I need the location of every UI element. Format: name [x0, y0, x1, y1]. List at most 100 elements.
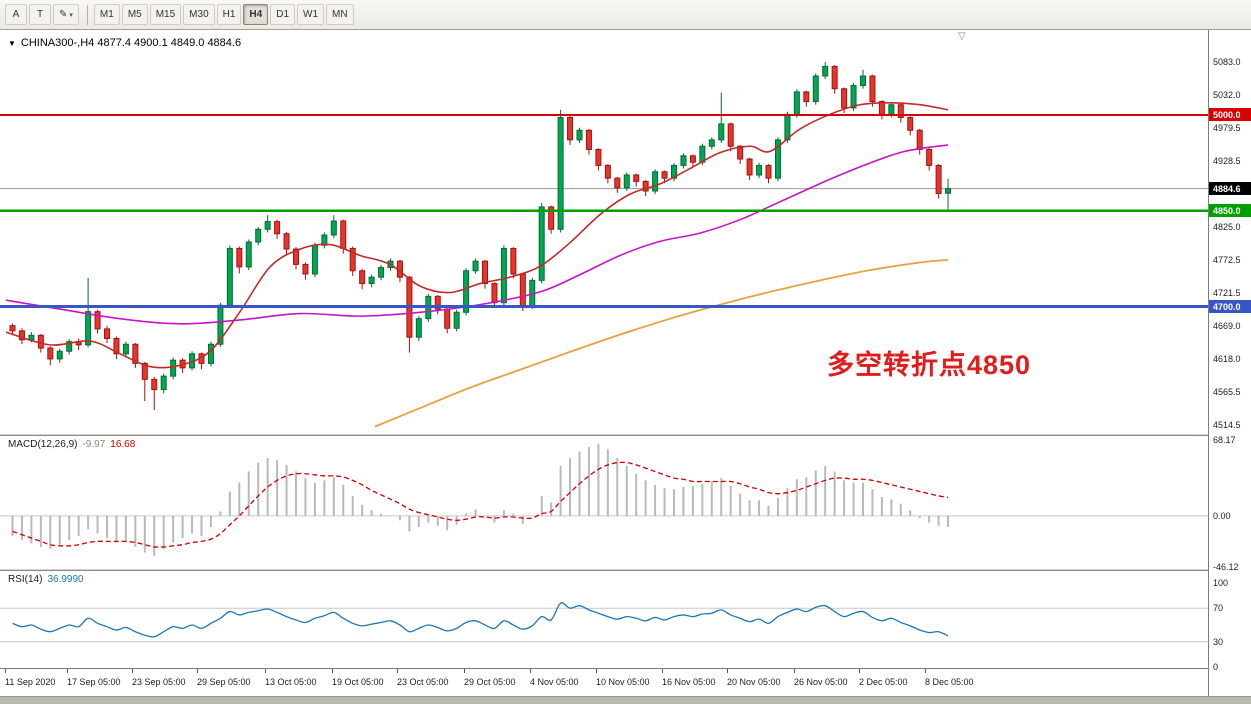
time-tick — [132, 669, 133, 673]
time-tick — [596, 669, 597, 673]
time-tick — [662, 669, 663, 673]
price-tag-4850.0: 4850.0 — [1209, 204, 1251, 218]
timeframe-button-m1[interactable]: M1 — [93, 4, 120, 25]
text-tool-button[interactable]: T — [29, 4, 51, 25]
rsi-axis-label: 70 — [1213, 603, 1224, 614]
price-axis-label: 4979.5 — [1213, 123, 1241, 134]
chart-shift-marker[interactable]: ▽ — [958, 31, 966, 42]
ma-orange-line — [374, 259, 949, 428]
candlestick-series — [9, 61, 952, 411]
macd-canvas[interactable] — [0, 436, 1208, 568]
rsi-value: 36.9990 — [47, 574, 84, 585]
time-tick — [67, 669, 68, 673]
price-axis[interactable]: 5083.0 5032.0 4979.5 4928.5 4825.0 4772.5 4721… — [1208, 30, 1251, 704]
time-tick — [265, 669, 266, 673]
macd-name: MACD(12,26,9) — [8, 439, 78, 450]
price-tag-4700.0: 4700.0 — [1209, 300, 1251, 314]
macd-axis-label: -46.12 — [1213, 562, 1239, 573]
time-axis-label: 4 Nov 05:00 — [530, 677, 579, 687]
panel-divider[interactable] — [0, 433, 1251, 436]
time-axis-label: 8 Dec 05:00 — [925, 677, 974, 687]
rsi-panel: RSI(14) 36.9990 — [0, 571, 1208, 668]
current-price-tag: 4884.6 — [1209, 182, 1251, 196]
time-tick — [859, 669, 860, 673]
price-axis-label: 4565.5 — [1213, 387, 1241, 398]
timeframe-button-h1[interactable]: H1 — [216, 4, 242, 25]
drawing-tools-group: A T ✎ ▾ — [5, 4, 81, 25]
time-axis-label: 23 Oct 05:00 — [397, 677, 449, 687]
macd-panel: MACD(12,26,9) -9.97 16.68 — [0, 436, 1208, 568]
price-axis-label: 4618.0 — [1213, 353, 1241, 364]
rsi-label: RSI(14) 36.9990 — [8, 574, 89, 585]
price-tag-5000.0: 5000.0 — [1209, 108, 1251, 122]
timeframe-button-m15[interactable]: M15 — [149, 4, 182, 25]
price-axis-label: 5083.0 — [1213, 56, 1241, 67]
price-axis-label: 4669.0 — [1213, 321, 1241, 332]
time-axis-label: 29 Oct 05:00 — [464, 677, 516, 687]
time-axis-label: 17 Sep 05:00 — [67, 677, 121, 687]
main-chart-canvas[interactable] — [0, 30, 1208, 433]
time-axis-label: 13 Oct 05:00 — [265, 677, 317, 687]
timeframe-button-m5[interactable]: M5 — [121, 4, 148, 25]
price-axis-label: 4514.5 — [1213, 420, 1241, 431]
timeframe-button-m30[interactable]: M30 — [183, 4, 215, 25]
rsi-axis-label: 30 — [1213, 636, 1224, 647]
time-axis-label: 29 Sep 05:00 — [197, 677, 251, 687]
time-tick — [332, 669, 333, 673]
arrow-tool-button[interactable]: A — [5, 4, 27, 25]
toolbar: A T ✎ ▾ M1 M5 M15 M30 H1 H4 D1 W1 MN — [0, 0, 1251, 30]
chart-menu-triangle-icon: ▼ — [8, 38, 16, 48]
price-axis-label: 4721.5 — [1213, 287, 1241, 298]
ma-magenta-line — [5, 144, 949, 325]
time-axis-label: 10 Nov 05:00 — [596, 677, 650, 687]
main-chart-panel: ▼ CHINA300-,H4 4877.4 4900.1 4849.0 4884… — [0, 30, 1208, 433]
price-axis-label: 4825.0 — [1213, 221, 1241, 232]
annotation-text[interactable]: 多空转折点4850 — [827, 350, 1032, 380]
rsi-axis-label: 100 — [1213, 578, 1229, 588]
macd-axis-label: 68.17 — [1213, 435, 1236, 446]
timeframe-button-d1[interactable]: D1 — [270, 4, 296, 25]
time-tick — [530, 669, 531, 673]
panel-divider[interactable] — [0, 568, 1251, 571]
time-axis-label: 19 Oct 05:00 — [332, 677, 384, 687]
time-axis-label: 16 Nov 05:00 — [662, 677, 716, 687]
rsi-line — [12, 602, 949, 638]
price-axis-label: 4928.5 — [1213, 155, 1241, 166]
macd-signal-value: 16.68 — [110, 439, 136, 450]
timeframe-button-h4[interactable]: H4 — [243, 4, 269, 25]
price-axis-label: 4772.5 — [1213, 255, 1241, 266]
rsi-name: RSI(14) — [8, 574, 43, 585]
macd-histogram — [11, 443, 950, 556]
time-tick — [925, 669, 926, 673]
time-tick — [197, 669, 198, 673]
time-axis-separator — [0, 668, 1251, 669]
rsi-axis-label: 0 — [1213, 662, 1219, 672]
dropdown-arrow-icon: ▾ — [69, 11, 73, 19]
timeframe-buttons-group: M1 M5 M15 M30 H1 H4 D1 W1 MN — [93, 4, 356, 25]
timeframe-button-w1[interactable]: W1 — [297, 4, 325, 25]
status-strip — [0, 696, 1251, 704]
time-tick — [397, 669, 398, 673]
macd-value: -9.97 — [82, 439, 106, 450]
macd-signal-line — [12, 461, 949, 548]
macd-axis-label: 0.00 — [1213, 510, 1231, 521]
time-axis-label: 20 Nov 05:00 — [727, 677, 781, 687]
time-axis-label: 26 Nov 05:00 — [794, 677, 848, 687]
price-axis-label: 5032.0 — [1213, 89, 1241, 100]
rsi-canvas[interactable] — [0, 571, 1208, 668]
time-tick — [727, 669, 728, 673]
time-tick — [5, 669, 6, 673]
macd-label: MACD(12,26,9) -9.97 16.68 — [8, 439, 140, 450]
time-tick — [464, 669, 465, 673]
ma-red-line — [5, 102, 949, 369]
time-tick — [794, 669, 795, 673]
time-axis-label: 23 Sep 05:00 — [132, 677, 186, 687]
chart-title[interactable]: ▼ CHINA300-,H4 4877.4 4900.1 4849.0 4884… — [8, 37, 241, 49]
chart-title-text: CHINA300-,H4 4877.4 4900.1 4849.0 4884.6 — [20, 37, 242, 49]
time-axis-label: 2 Dec 05:00 — [859, 677, 908, 687]
timeframe-button-mn[interactable]: MN — [326, 4, 354, 25]
toolbar-separator — [86, 4, 88, 25]
time-axis-label: 11 Sep 2020 — [5, 677, 56, 687]
styles-tool-button[interactable]: ✎ ▾ — [53, 4, 79, 25]
